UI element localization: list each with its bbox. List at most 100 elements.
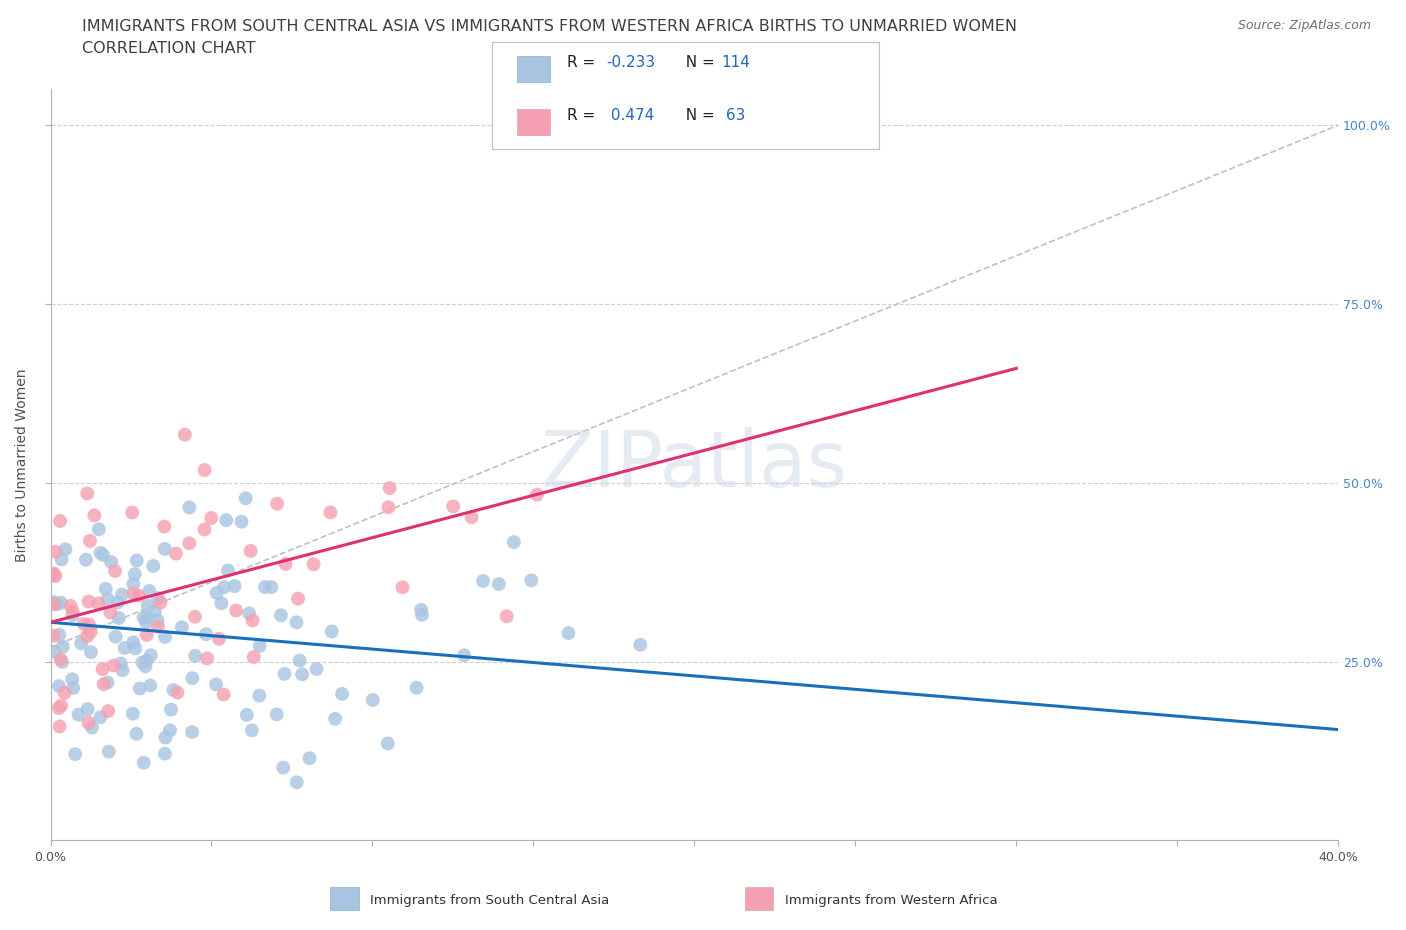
Point	[75, 552, 97, 567]
Point	[143, 604, 166, 619]
Point	[48, 700, 70, 715]
Point	[628, 637, 651, 652]
Point	[239, 543, 262, 558]
Point	[194, 462, 217, 477]
Text: ZIPatlas: ZIPatlas	[541, 427, 848, 503]
Point	[205, 677, 228, 692]
Point	[166, 685, 188, 700]
Point	[242, 613, 264, 628]
Point	[146, 619, 169, 634]
Point	[208, 631, 231, 646]
Point	[405, 681, 427, 696]
Point	[121, 706, 143, 721]
Point	[91, 661, 114, 676]
Point	[60, 671, 83, 686]
Point	[361, 693, 384, 708]
Point	[53, 685, 76, 700]
Point	[136, 598, 159, 613]
Point	[76, 486, 98, 501]
Point	[49, 595, 72, 610]
Point	[62, 604, 84, 618]
Point	[270, 608, 292, 623]
Point	[377, 499, 399, 514]
Point	[135, 615, 157, 630]
Point	[460, 510, 482, 525]
Point	[302, 557, 325, 572]
Point	[45, 597, 67, 612]
Point	[97, 744, 120, 759]
Point	[174, 427, 197, 442]
Point	[502, 535, 524, 550]
Point	[90, 546, 112, 561]
Point	[411, 603, 433, 618]
Point	[131, 655, 153, 670]
Point	[181, 671, 204, 685]
Point	[285, 775, 308, 790]
Point	[253, 579, 276, 594]
Point	[200, 511, 222, 525]
Point	[160, 702, 183, 717]
Point	[44, 568, 66, 583]
Y-axis label: Births to Unmarried Women: Births to Unmarried Women	[15, 368, 30, 562]
Point	[100, 605, 122, 620]
Point	[110, 656, 132, 671]
Point	[51, 655, 73, 670]
Point	[142, 559, 165, 574]
Point	[134, 658, 156, 673]
Point	[107, 595, 129, 610]
Point	[63, 747, 86, 762]
Point	[184, 609, 207, 624]
Point	[170, 619, 193, 634]
Text: Immigrants from Western Africa: Immigrants from Western Africa	[785, 894, 997, 907]
Point	[165, 546, 187, 561]
Point	[87, 596, 110, 611]
Point	[103, 658, 125, 673]
Point	[441, 498, 464, 513]
Point	[495, 609, 517, 624]
Point	[77, 715, 100, 730]
Text: R =: R =	[567, 55, 600, 70]
Point	[159, 723, 181, 737]
Point	[323, 711, 346, 726]
Point	[231, 514, 253, 529]
Point	[132, 610, 155, 625]
Point	[49, 513, 72, 528]
Point	[128, 589, 150, 604]
Point	[48, 679, 70, 694]
Point	[155, 730, 177, 745]
Point	[472, 574, 495, 589]
Point	[526, 487, 548, 502]
Point	[89, 710, 111, 724]
Point	[59, 598, 82, 613]
Point	[122, 635, 145, 650]
Point	[488, 577, 510, 591]
Point	[80, 644, 103, 659]
Point	[62, 681, 84, 696]
Point	[205, 585, 228, 600]
Point	[179, 500, 201, 515]
Point	[153, 541, 176, 556]
Point	[128, 681, 150, 696]
Point	[97, 675, 120, 690]
Point	[94, 581, 117, 596]
Point	[162, 683, 184, 698]
Text: Source: ZipAtlas.com: Source: ZipAtlas.com	[1237, 19, 1371, 32]
Point	[236, 708, 259, 723]
Point	[80, 720, 103, 735]
Point	[42, 594, 65, 609]
Point	[153, 519, 176, 534]
Point	[153, 746, 176, 761]
Point	[76, 702, 98, 717]
Point	[135, 628, 157, 643]
Point	[225, 603, 247, 618]
Point	[238, 606, 260, 621]
Point	[305, 661, 328, 676]
Point	[73, 617, 96, 631]
Point	[291, 667, 314, 682]
Point	[62, 608, 84, 623]
Point	[77, 617, 100, 631]
Point	[97, 704, 120, 719]
Point	[249, 639, 271, 654]
Point	[240, 723, 263, 737]
Point	[138, 583, 160, 598]
